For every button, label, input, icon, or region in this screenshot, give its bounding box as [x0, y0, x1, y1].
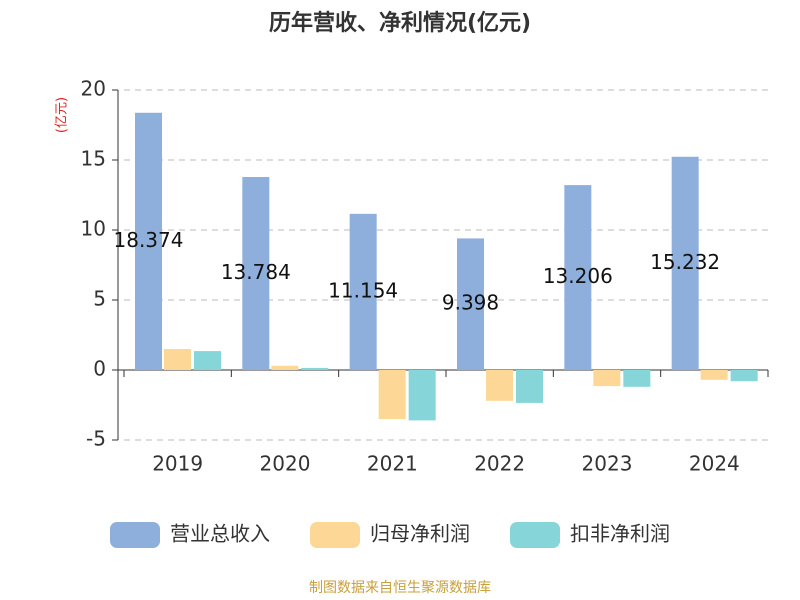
bar [457, 238, 484, 370]
legend-swatch [510, 522, 560, 548]
x-tick-label: 2024 [689, 452, 740, 476]
y-tick-label: 0 [93, 357, 106, 381]
legend-label: 归母净利润 [370, 522, 470, 546]
data-label: 15.232 [650, 250, 720, 274]
bar [730, 370, 758, 382]
bar [135, 112, 162, 370]
bar [301, 367, 329, 370]
legend-label: 营业总收入 [170, 522, 270, 546]
x-tick-label: 2019 [152, 452, 203, 476]
x-tick-label: 2020 [260, 452, 311, 476]
x-tick-label: 2021 [367, 452, 418, 476]
chart-title: 历年营收、净利情况(亿元) [269, 10, 531, 36]
x-tick-label: 2022 [474, 452, 525, 476]
data-label: 9.398 [442, 291, 499, 315]
y-tick-label: 20 [81, 77, 106, 101]
bar [242, 177, 270, 370]
data-label: 11.154 [328, 278, 398, 302]
legend-label: 扣非净利润 [570, 522, 670, 546]
data-label: 18.374 [114, 228, 184, 252]
bar [623, 370, 651, 387]
data-label: 13.784 [221, 260, 291, 284]
y-axis-label: (亿元) [55, 97, 70, 133]
y-tick-label: 10 [81, 217, 106, 241]
bar [408, 370, 436, 421]
x-tick-label: 2023 [582, 452, 633, 476]
bar [564, 185, 592, 370]
bar [593, 370, 621, 387]
bar [378, 370, 406, 419]
y-tick-label: -5 [86, 427, 106, 451]
legend-swatch [110, 522, 160, 548]
y-tick-label: 5 [93, 287, 106, 311]
bar [271, 365, 299, 370]
source-note: 制图数据来自恒生聚源数据库 [309, 580, 491, 596]
legend-swatch [310, 522, 360, 548]
bar [486, 370, 513, 401]
bar [516, 370, 543, 403]
bar [194, 351, 221, 370]
data-label: 13.206 [543, 264, 613, 288]
y-tick-label: 15 [81, 147, 106, 171]
bar [349, 213, 377, 370]
bar [164, 349, 191, 370]
bar [700, 370, 728, 380]
bar [671, 156, 699, 370]
